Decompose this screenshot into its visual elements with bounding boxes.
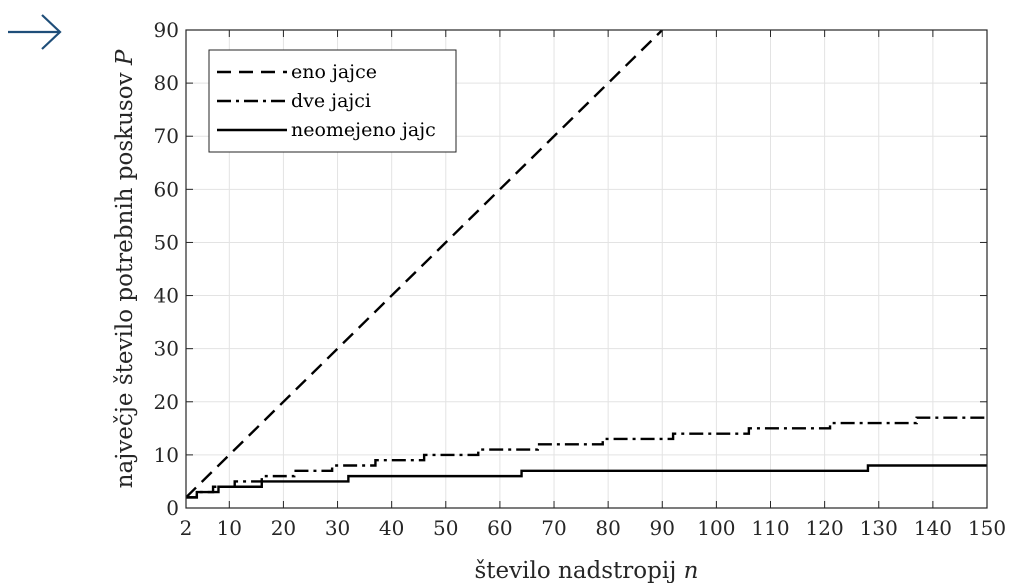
x-tick-label: 100 — [697, 516, 735, 540]
y-tick-label: 70 — [154, 124, 179, 148]
x-axis-label: število nadstropij n — [474, 558, 698, 583]
plot-frame — [185, 29, 988, 509]
y-tick-label: 10 — [154, 443, 179, 467]
series-layer — [186, 30, 987, 499]
y-tick-label: 20 — [154, 390, 179, 414]
x-tick-label: 120 — [806, 516, 844, 540]
series-line-1 — [186, 30, 664, 499]
y-tick-label: 90 — [154, 18, 179, 42]
series-line-3 — [186, 464, 987, 499]
x-tick-label: 50 — [433, 516, 458, 540]
y-tick-label: 50 — [154, 230, 179, 254]
series-line-2 — [186, 416, 987, 499]
y-tick-label: 40 — [154, 284, 179, 308]
right-arrow-icon[interactable] — [0, 10, 70, 54]
x-tick-label: 140 — [914, 516, 952, 540]
x-tick-label: 80 — [595, 516, 620, 540]
y-axis-label: največje število potrebnih poskusov P — [112, 49, 138, 488]
x-tick-label: 60 — [487, 516, 512, 540]
x-tick-label: 20 — [271, 516, 296, 540]
x-tick-label: 150 — [968, 516, 1006, 540]
x-tick-label: 30 — [325, 516, 350, 540]
legend-label: eno jajce — [291, 61, 377, 83]
x-tick-label: 40 — [379, 516, 404, 540]
x-tick-label: 90 — [650, 516, 675, 540]
y-tick-label: 80 — [154, 71, 179, 95]
legend-label: dve jajci — [291, 90, 371, 112]
y-tick-label: 30 — [154, 337, 179, 361]
x-tick-label: 10 — [217, 516, 242, 540]
tick-layer: 2 10 20 30 40 50 60 70 80 90 100 110 120 130 140 150 0 10… — [154, 18, 1007, 540]
y-tick-label: 60 — [154, 177, 179, 201]
y-tick-label: 0 — [166, 496, 179, 520]
x-tick-label: 2 — [180, 516, 193, 540]
legend-label: neomejeno jajc — [291, 119, 436, 141]
legend: eno jajce dve jajci neomejeno jajc — [208, 49, 457, 153]
x-tick-label: 130 — [860, 516, 898, 540]
x-tick-label: 70 — [541, 516, 566, 540]
x-tick-label: 110 — [751, 516, 789, 540]
